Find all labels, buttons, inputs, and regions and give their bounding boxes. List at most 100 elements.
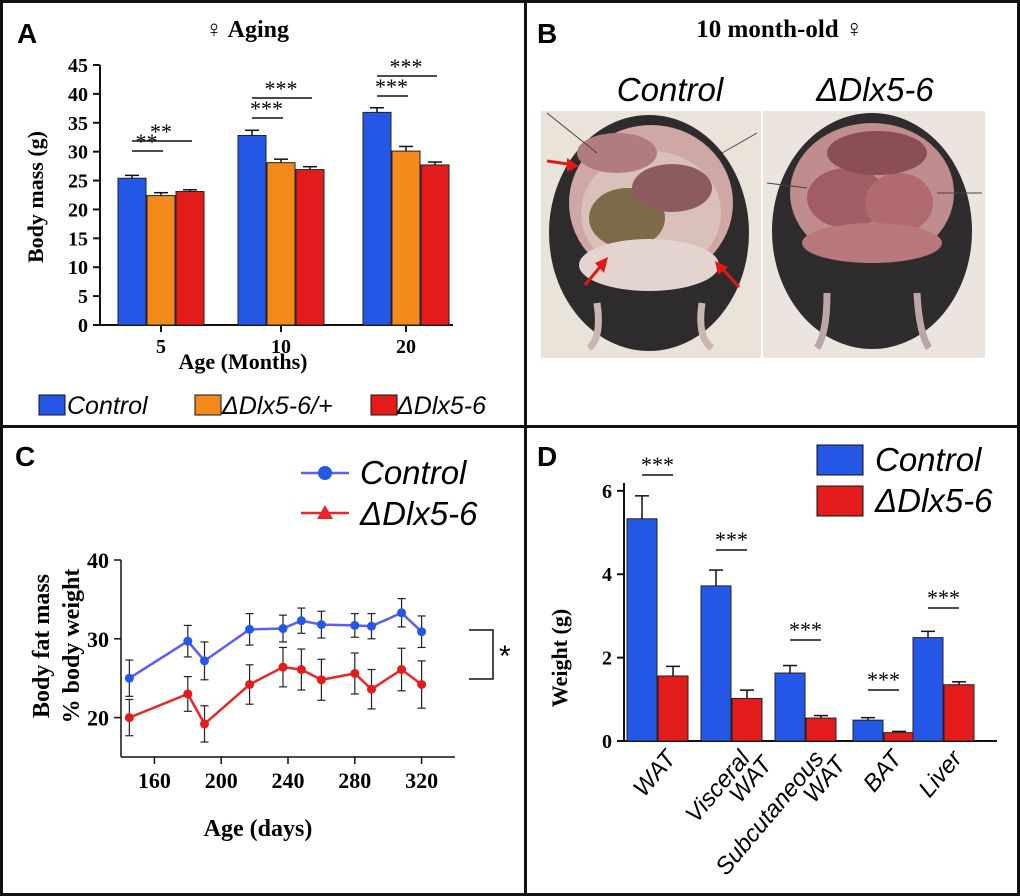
bar xyxy=(774,672,806,742)
red-arrow-icon xyxy=(715,261,741,289)
ko-point xyxy=(367,684,376,694)
significance-stars: *** xyxy=(867,667,900,692)
legend-control-label: Control xyxy=(360,454,468,491)
y-tick-label: 4 xyxy=(602,564,612,586)
y-tick-label: 15 xyxy=(68,228,88,250)
legend-marker-ko xyxy=(317,505,333,519)
panel-c-xlabel: Age (days) xyxy=(204,816,313,842)
control-point xyxy=(367,621,376,631)
control-series-line xyxy=(128,611,423,680)
bar xyxy=(657,675,689,742)
significance-stars: *** xyxy=(641,452,674,477)
significance-stars: *** xyxy=(789,617,822,642)
y-tick-label: 0 xyxy=(602,731,612,753)
panel-d-chart: D Control ΔDlx5-6 Weight (g) 0 2 4 6 *** ***… xyxy=(537,441,997,880)
legend-control-label: Control xyxy=(875,441,983,478)
control-point xyxy=(245,624,255,634)
ko-point xyxy=(183,689,193,699)
legend-control-label: Control xyxy=(67,392,149,420)
control-point xyxy=(316,620,326,630)
legend-ko-label: ΔDlx5-6 xyxy=(396,392,486,420)
y-tick-label: 30 xyxy=(68,142,88,164)
y-tick-label: 40 xyxy=(68,84,88,106)
legend-marker-control xyxy=(318,466,332,480)
ko-mouse-photo xyxy=(763,111,985,358)
panel-c-ylabel-1: Body fat mass xyxy=(29,574,55,718)
x-tick-label: 200 xyxy=(205,768,238,793)
y-tick-label: 25 xyxy=(68,171,88,193)
significance-stars: *** xyxy=(927,585,960,610)
bar xyxy=(146,195,176,326)
x-tick-label: 280 xyxy=(338,768,371,793)
legend-swatch-ko xyxy=(370,394,398,416)
x-tick-label: 5 xyxy=(156,336,166,358)
bar xyxy=(175,191,205,326)
ko-point xyxy=(350,668,360,678)
significance-stars: *** xyxy=(265,76,298,101)
panel-a-xlabel: Age (Months) xyxy=(179,349,308,374)
bar xyxy=(805,717,837,742)
photo-label-control: Control xyxy=(617,71,725,108)
control-point xyxy=(350,620,360,630)
ko-point xyxy=(245,680,255,690)
bar xyxy=(266,162,296,326)
x-tick-label: 160 xyxy=(138,768,171,793)
y-tick-label: 20 xyxy=(68,199,88,221)
y-tick-label: 2 xyxy=(602,648,612,670)
control-point xyxy=(397,608,407,618)
bar xyxy=(912,637,944,742)
panel-a-ylabel: Body mass (g) xyxy=(23,131,48,263)
bar xyxy=(117,177,147,326)
y-tick-label: 0 xyxy=(78,315,88,337)
panel-c-chart: C Control ΔDlx5-6 Body fat mass % body w… xyxy=(15,441,511,842)
bar xyxy=(420,164,450,326)
panel-d-frame xyxy=(524,425,1020,896)
ko-point xyxy=(296,665,306,675)
bar xyxy=(626,518,658,742)
x-tick-label: 10 xyxy=(271,336,291,358)
panel-b-letter: B xyxy=(537,18,557,49)
y-tick-label: 6 xyxy=(602,481,612,503)
bar xyxy=(295,169,325,326)
y-tick-label: 10 xyxy=(68,257,88,279)
significance-bracket xyxy=(469,629,494,680)
panel-d-letter: D xyxy=(537,441,557,472)
y-tick-label: 35 xyxy=(68,113,88,135)
y-tick-label: 20 xyxy=(87,706,109,731)
x-tick-label: 240 xyxy=(272,768,305,793)
control-point xyxy=(183,636,193,646)
x-category-label: Liver xyxy=(913,745,968,803)
panel-b-figure: B 10 month-old ♀ Control ΔDlx5-6 xyxy=(537,16,985,358)
bar xyxy=(700,585,732,742)
significance-stars: *** xyxy=(375,74,408,99)
significance-stars: *** xyxy=(250,96,283,121)
ko-point xyxy=(397,665,407,675)
control-point xyxy=(296,616,306,626)
panel-c-ylabel-2: % body weight xyxy=(59,569,85,724)
x-category-label: WAT xyxy=(628,744,683,802)
ko-point xyxy=(278,662,288,672)
legend-swatch-control xyxy=(38,394,66,416)
panel-a-chart: A ♀ Aging Body mass (g) Age (Months) 0 5 1… xyxy=(17,17,486,420)
control-point xyxy=(278,624,288,634)
panel-d-ylabel: Weight (g) xyxy=(547,609,572,707)
x-category-label: BAT xyxy=(858,744,909,798)
x-tick-label: 20 xyxy=(396,336,416,358)
legend-ko-label: ΔDlx5-6 xyxy=(359,495,478,532)
bar xyxy=(237,134,267,326)
y-tick-label: 40 xyxy=(87,548,109,573)
bar xyxy=(883,732,915,742)
bar xyxy=(362,111,392,326)
y-tick-label: 5 xyxy=(78,286,88,308)
ko-point xyxy=(417,680,427,690)
significance-stars: *** xyxy=(715,527,748,552)
legend-swatch-ko xyxy=(816,485,864,517)
panel-a-letter: A xyxy=(17,18,37,49)
control-mouse-photo xyxy=(541,111,761,358)
legend-ko-label: ΔDlx5-6 xyxy=(874,482,993,519)
ko-point xyxy=(200,719,209,729)
significance-star: * xyxy=(499,640,511,673)
control-point xyxy=(124,673,134,683)
significance-stars: *** xyxy=(390,54,423,79)
bar xyxy=(731,697,763,742)
